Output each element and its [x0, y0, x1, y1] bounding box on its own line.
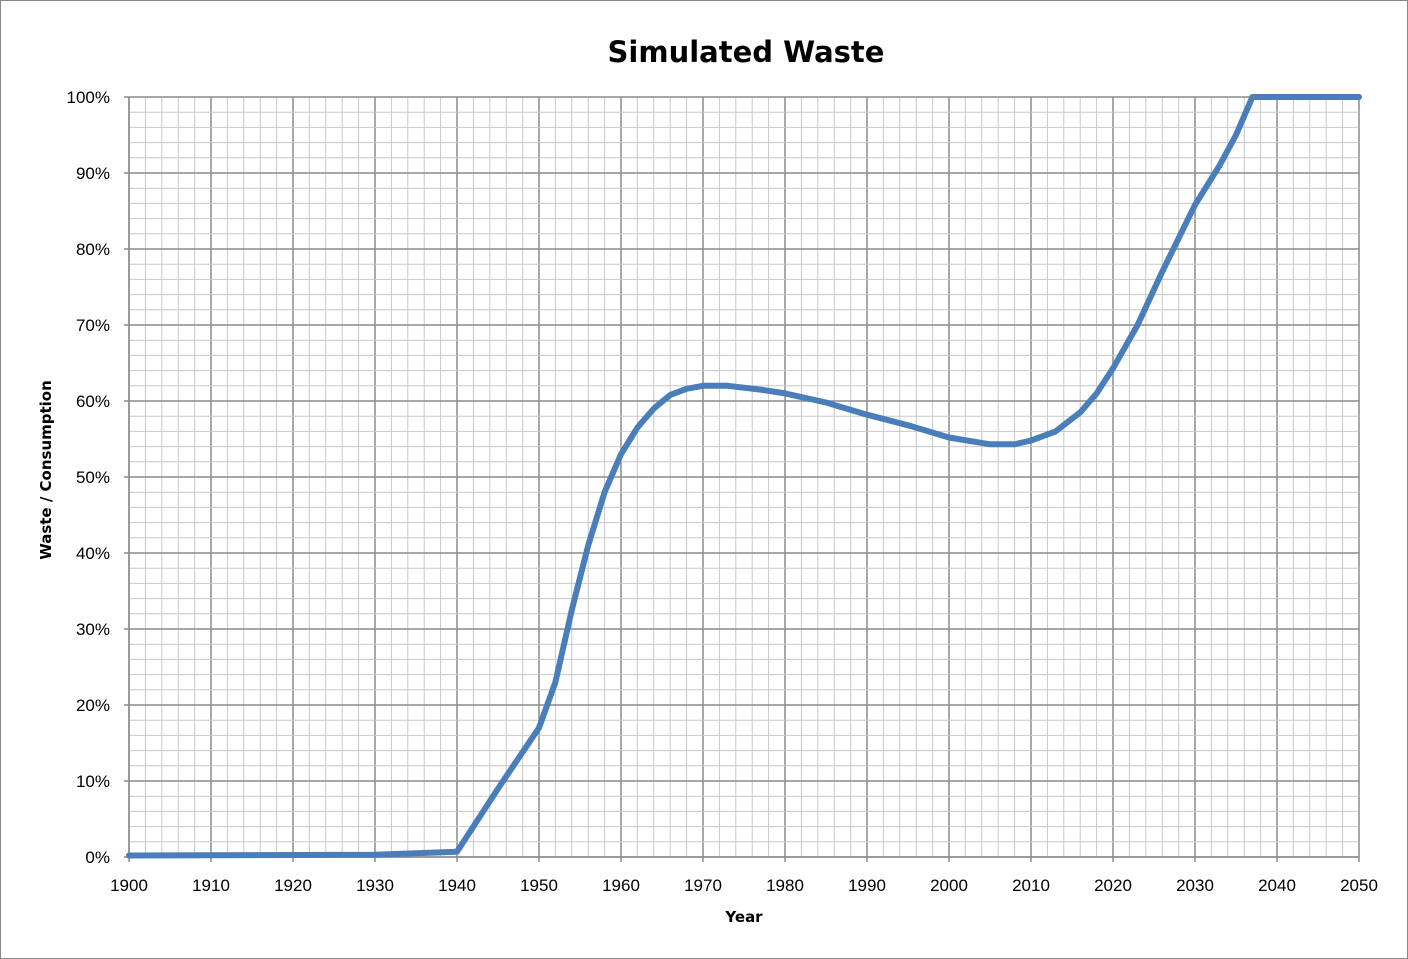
x-tick-label: 2040	[1258, 876, 1296, 895]
y-axis-label: Waste / Consumption	[37, 380, 55, 560]
x-tick-label: 1980	[766, 876, 804, 895]
x-tick-label: 1930	[356, 876, 394, 895]
y-tick-label: 90%	[76, 164, 110, 183]
chart-title: Simulated Waste	[608, 35, 885, 69]
x-tick-label: 1970	[684, 876, 722, 895]
y-tick-label: 80%	[76, 240, 110, 259]
x-axis-label: Year	[724, 908, 763, 926]
x-tick-label: 1960	[602, 876, 640, 895]
y-tick-label: 30%	[76, 620, 110, 639]
x-tick-label: 2010	[1012, 876, 1050, 895]
grid	[124, 96, 1360, 862]
y-tick-label: 50%	[76, 468, 110, 487]
x-tick-label: 2030	[1176, 876, 1214, 895]
x-tick-label: 2000	[930, 876, 968, 895]
y-tick-label: 100%	[67, 88, 110, 107]
y-tick-label: 70%	[76, 316, 110, 335]
x-tick-label: 2050	[1340, 876, 1378, 895]
y-tick-label: 60%	[76, 392, 110, 411]
x-tick-label: 1920	[274, 876, 312, 895]
x-tick-label: 1900	[110, 876, 148, 895]
tick-labels: 1900 1910 1920 1930 1940 1950 1960 1970 1980 1990…	[67, 88, 1378, 895]
y-tick-label: 10%	[76, 772, 110, 791]
x-tick-label: 1990	[848, 876, 886, 895]
x-tick-label: 1940	[438, 876, 476, 895]
series-line	[126, 94, 1362, 859]
y-tick-label: 0%	[85, 848, 110, 867]
x-tick-label: 2020	[1094, 876, 1132, 895]
y-tick-label: 40%	[76, 544, 110, 563]
x-tick-label: 1950	[520, 876, 558, 895]
y-tick-label: 20%	[76, 696, 110, 715]
x-tick-label: 1910	[192, 876, 230, 895]
